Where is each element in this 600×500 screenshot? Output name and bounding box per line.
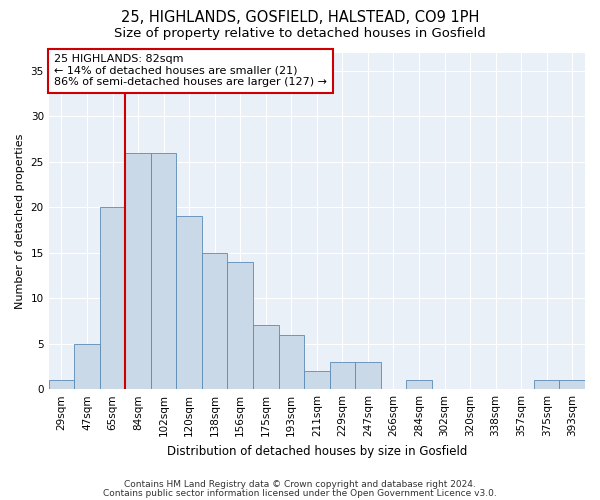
Bar bbox=[74, 344, 100, 389]
Bar bbox=[253, 326, 278, 389]
Text: 25, HIGHLANDS, GOSFIELD, HALSTEAD, CO9 1PH: 25, HIGHLANDS, GOSFIELD, HALSTEAD, CO9 1… bbox=[121, 10, 479, 25]
Bar bbox=[278, 334, 304, 389]
Bar bbox=[329, 362, 355, 389]
Text: Size of property relative to detached houses in Gosfield: Size of property relative to detached ho… bbox=[114, 28, 486, 40]
Text: Contains public sector information licensed under the Open Government Licence v3: Contains public sector information licen… bbox=[103, 489, 497, 498]
Bar bbox=[49, 380, 74, 389]
Bar bbox=[125, 152, 151, 389]
Bar bbox=[534, 380, 559, 389]
Text: Contains HM Land Registry data © Crown copyright and database right 2024.: Contains HM Land Registry data © Crown c… bbox=[124, 480, 476, 489]
Text: 25 HIGHLANDS: 82sqm
← 14% of detached houses are smaller (21)
86% of semi-detach: 25 HIGHLANDS: 82sqm ← 14% of detached ho… bbox=[54, 54, 327, 88]
Bar bbox=[176, 216, 202, 389]
X-axis label: Distribution of detached houses by size in Gosfield: Distribution of detached houses by size … bbox=[167, 444, 467, 458]
Bar bbox=[227, 262, 253, 389]
Bar bbox=[202, 252, 227, 389]
Bar bbox=[151, 152, 176, 389]
Bar bbox=[559, 380, 585, 389]
Y-axis label: Number of detached properties: Number of detached properties bbox=[15, 133, 25, 308]
Bar bbox=[304, 371, 329, 389]
Bar bbox=[406, 380, 432, 389]
Bar bbox=[100, 207, 125, 389]
Bar bbox=[355, 362, 380, 389]
